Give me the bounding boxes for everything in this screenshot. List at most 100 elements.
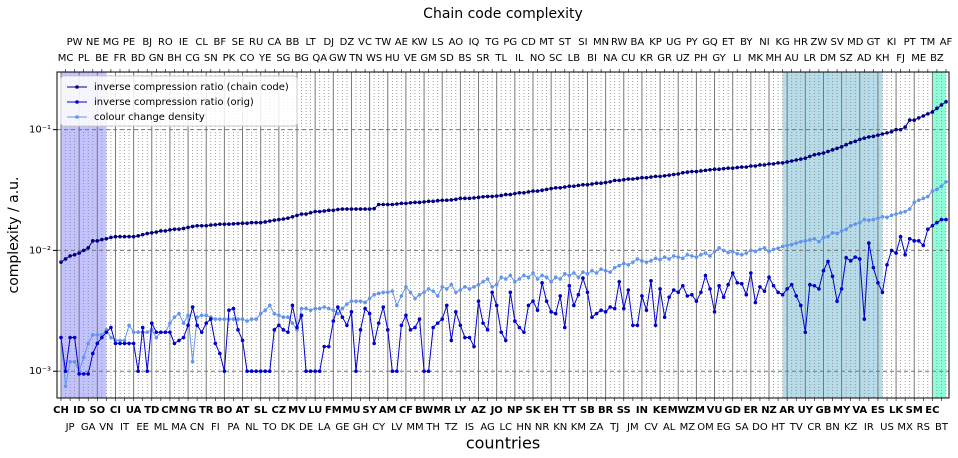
data-point bbox=[254, 317, 258, 321]
data-point bbox=[90, 239, 95, 243]
data-point bbox=[667, 173, 671, 177]
data-point bbox=[422, 200, 426, 204]
data-point bbox=[313, 306, 317, 311]
data-point bbox=[808, 282, 812, 287]
data-point bbox=[181, 226, 186, 231]
x-tick-label: EH bbox=[544, 405, 559, 416]
data-point bbox=[867, 241, 871, 245]
data-point bbox=[658, 257, 662, 262]
x-tick-label: EC bbox=[925, 405, 939, 416]
data-point bbox=[594, 181, 599, 186]
data-point bbox=[458, 196, 463, 201]
legend-marker bbox=[75, 115, 79, 119]
data-point bbox=[190, 305, 195, 309]
data-point bbox=[154, 330, 159, 335]
data-point bbox=[926, 112, 930, 116]
data-point bbox=[808, 238, 812, 242]
x-tick-label: SK bbox=[526, 405, 542, 416]
x-tick-label: BG bbox=[294, 53, 308, 64]
data-point bbox=[277, 217, 281, 222]
data-point bbox=[449, 338, 454, 343]
data-point bbox=[372, 292, 376, 297]
data-point bbox=[721, 295, 726, 299]
data-point bbox=[771, 283, 776, 288]
data-point bbox=[680, 283, 685, 288]
data-point bbox=[857, 257, 862, 261]
data-point bbox=[422, 369, 426, 374]
series-line bbox=[60, 181, 947, 387]
data-point bbox=[485, 277, 490, 281]
data-point bbox=[63, 369, 68, 374]
data-point bbox=[395, 303, 399, 308]
data-point bbox=[599, 308, 603, 312]
data-point bbox=[454, 197, 458, 202]
data-point bbox=[313, 209, 317, 214]
x-tick-label: CZ bbox=[272, 405, 287, 416]
data-point bbox=[567, 283, 572, 288]
x-tick-label: QA bbox=[312, 53, 327, 64]
x-tick-label: LS bbox=[432, 37, 444, 48]
data-point bbox=[789, 242, 794, 247]
data-point bbox=[562, 185, 567, 189]
x-tick-label: TO bbox=[262, 422, 277, 433]
x-tick-label: CY bbox=[372, 422, 386, 433]
data-point bbox=[127, 234, 131, 239]
data-point bbox=[95, 239, 100, 243]
data-point bbox=[172, 341, 177, 346]
data-point bbox=[499, 193, 504, 198]
data-point bbox=[490, 284, 494, 289]
x-tick-label: SM bbox=[906, 405, 923, 416]
data-point bbox=[862, 217, 867, 222]
data-point bbox=[499, 330, 504, 335]
data-point bbox=[767, 249, 771, 254]
data-point bbox=[431, 289, 435, 293]
x-tick-label: MV bbox=[288, 405, 306, 416]
data-point bbox=[68, 254, 72, 258]
data-point bbox=[363, 207, 367, 211]
data-point bbox=[631, 177, 635, 181]
x-tick-label: SR bbox=[476, 53, 489, 64]
x-tick-label: RS bbox=[917, 422, 930, 433]
data-point bbox=[494, 282, 499, 287]
x-tick-label: ML bbox=[154, 422, 169, 433]
data-point bbox=[513, 279, 517, 284]
x-tick-label: TV bbox=[789, 422, 803, 433]
data-point bbox=[912, 118, 917, 122]
data-point bbox=[308, 210, 313, 215]
data-point bbox=[490, 194, 494, 199]
data-point bbox=[113, 341, 118, 346]
data-point bbox=[780, 292, 785, 297]
data-point bbox=[703, 273, 708, 278]
data-point bbox=[839, 287, 844, 291]
data-point bbox=[944, 217, 948, 222]
data-point bbox=[417, 200, 422, 205]
data-point bbox=[676, 172, 681, 176]
x-tick-label: GE bbox=[335, 422, 349, 433]
data-point bbox=[481, 279, 485, 284]
data-point bbox=[871, 134, 876, 139]
data-point bbox=[835, 299, 839, 303]
legend-marker bbox=[75, 100, 79, 104]
data-point bbox=[712, 310, 717, 314]
data-point bbox=[830, 274, 835, 279]
data-point bbox=[131, 330, 136, 335]
data-point bbox=[363, 300, 367, 305]
x-tick-label: NI bbox=[759, 37, 769, 48]
data-point bbox=[694, 299, 699, 303]
data-point bbox=[735, 165, 740, 170]
data-point bbox=[526, 190, 531, 194]
data-point bbox=[876, 133, 880, 137]
x-tick-label: JM bbox=[626, 422, 639, 433]
x-tick-label: DK bbox=[281, 422, 296, 433]
x-tick-label: LK bbox=[889, 405, 904, 416]
x-tick-label: ET bbox=[722, 37, 735, 48]
data-point bbox=[907, 236, 912, 241]
data-point bbox=[562, 325, 567, 330]
x-tick-label: GW bbox=[329, 53, 347, 64]
data-point bbox=[717, 167, 721, 172]
data-point bbox=[172, 315, 177, 319]
data-point bbox=[535, 308, 540, 312]
x-tick-label: TT bbox=[562, 405, 576, 416]
data-point bbox=[590, 182, 594, 186]
x-tick-label: NO bbox=[530, 53, 545, 64]
